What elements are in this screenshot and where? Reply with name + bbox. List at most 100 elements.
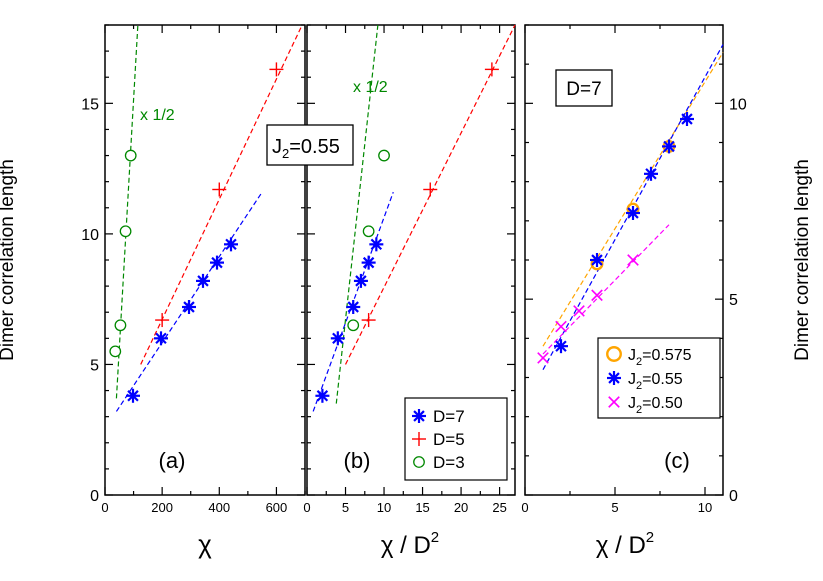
x-tick-label: 0 xyxy=(303,500,310,515)
data-point-d-5 xyxy=(361,313,376,328)
panel-a-ylabel: Dimer correlation length xyxy=(0,159,18,361)
data-point-d-5 xyxy=(484,62,499,77)
panel-b-fit-lines xyxy=(312,24,516,412)
data-point-d-7 xyxy=(196,273,210,288)
y-tick-label: 10 xyxy=(729,96,747,113)
data-point-d-5 xyxy=(212,182,227,197)
legend-marker-d7 xyxy=(412,409,426,423)
legend-marker-j055 xyxy=(607,371,621,385)
x-tick-label: 5 xyxy=(342,500,349,515)
legend-entry-d3: D=3 xyxy=(433,453,465,472)
data-point-d-7 xyxy=(361,255,376,270)
panel-c-frame xyxy=(524,24,724,496)
data-point-d-3 xyxy=(114,319,127,332)
panel-c-legend-markers xyxy=(606,346,622,408)
panel-c-ylabel: Dimer correlation length xyxy=(792,159,813,361)
data-point-d-5 xyxy=(155,313,170,328)
panel-c: 0 5 10 0 5 10 Dimer correlation length χ / D2… xyxy=(521,24,813,559)
data-point-j2-0-55 xyxy=(662,139,676,154)
data-point-j2-0-55 xyxy=(626,206,640,220)
legend-entry-d7: D=7 xyxy=(433,407,465,426)
legend-entry-j0575: J2=0.575 xyxy=(628,347,692,368)
x-tick-label: 0 xyxy=(521,500,528,515)
x-tick-label: 600 xyxy=(266,500,288,515)
panel-a-frame xyxy=(104,24,306,496)
legend-entry-d5: D=5 xyxy=(433,430,465,449)
data-point-j2-0-50 xyxy=(591,289,603,302)
x-tick-label: 20 xyxy=(454,500,468,515)
data-point-d-7 xyxy=(346,300,361,314)
panel-b-legend: D=7 D=5 D=3 xyxy=(404,397,508,481)
data-point-d-7 xyxy=(224,237,238,252)
y-tick-label: 5 xyxy=(729,292,738,309)
x-tick-label: 400 xyxy=(208,500,230,515)
panel-c-label: (c) xyxy=(664,448,690,473)
panel-a-label: (a) xyxy=(159,448,186,473)
legend-entry-j055: J2=0.55 xyxy=(628,371,683,392)
x-tick-label: 10 xyxy=(377,500,391,515)
x-tick-label: 25 xyxy=(492,500,506,515)
legend-marker-d5 xyxy=(412,432,426,446)
legend-marker-j0575 xyxy=(606,346,622,362)
panel-b-ticks: 0 5 10 15 20 25 xyxy=(303,24,515,515)
data-point-j2-0-55 xyxy=(644,166,658,181)
data-point-d-7 xyxy=(154,331,168,346)
panel-c-markers xyxy=(537,112,694,364)
legend-entry-j050: J2=0.50 xyxy=(628,395,683,416)
y-tick-label: 0 xyxy=(90,488,99,505)
panel-b: 0 5 10 15 20 25 χ / D2 (b) x 1/2 J2=0.55 D=7 … xyxy=(266,24,516,559)
data-point-j2-0-55 xyxy=(554,339,568,354)
panel-a-xlabel: χ xyxy=(198,529,212,559)
x-tick-label: 200 xyxy=(151,500,173,515)
x-tick-label: 10 xyxy=(698,500,712,515)
data-point-d-3 xyxy=(119,225,132,238)
d-value-box xyxy=(555,69,613,107)
data-point-j2-0-50 xyxy=(555,320,567,333)
x-tick-label: 0 xyxy=(101,500,108,515)
data-point-d-7 xyxy=(330,331,345,346)
data-point-d-3 xyxy=(124,149,137,162)
x-tick-label: 5 xyxy=(611,500,618,515)
panel-b-markers xyxy=(315,62,499,403)
data-point-d-3 xyxy=(378,149,390,162)
panel-b-xlabel: χ / D2 xyxy=(381,529,439,559)
data-point-j2-0-50 xyxy=(537,352,549,364)
d-value-label: D=7 xyxy=(566,79,601,100)
panel-a: 0 200 400 600 0 5 10 15 Dimer correlation lengt… xyxy=(0,24,306,559)
fit-line-d-5 xyxy=(140,24,303,365)
data-point-j2-0-50 xyxy=(627,254,639,266)
data-point-d-7 xyxy=(210,255,224,270)
j2-value-box xyxy=(266,124,354,166)
j2-value-label: J2=0.55 xyxy=(272,136,340,161)
data-point-d-7 xyxy=(353,273,368,288)
panel-c-legend: J2=0.575 J2=0.55 J2=0.50 xyxy=(597,337,721,419)
data-point-d-7 xyxy=(369,237,384,252)
x-tick-label: 15 xyxy=(415,500,429,515)
panel-b-label: (b) xyxy=(344,448,371,473)
data-point-d-7 xyxy=(315,388,330,403)
fit-line-d-5 xyxy=(344,24,516,365)
panel-a-ticks: 0 200 400 600 0 5 10 15 xyxy=(81,24,306,515)
y-tick-label: 10 xyxy=(81,227,99,244)
panel-c-ticks: 0 5 10 0 5 10 xyxy=(521,24,747,515)
data-point-d-3 xyxy=(347,319,360,332)
panel-b-legend-markers xyxy=(412,409,426,468)
panel-a-scale-note: x 1/2 xyxy=(140,107,175,124)
data-point-j2-0-50 xyxy=(573,305,585,317)
data-point-j2-0-55 xyxy=(680,112,694,126)
data-point-d-3 xyxy=(362,225,375,238)
panel-c-xlabel: χ / D2 xyxy=(596,529,654,559)
panel-a-fit-lines xyxy=(115,24,303,412)
data-point-d-5 xyxy=(423,182,438,197)
data-point-j2-0-55 xyxy=(590,253,604,267)
data-point-d-3 xyxy=(109,345,122,358)
y-tick-label: 15 xyxy=(81,96,99,113)
data-point-d-7 xyxy=(182,300,196,314)
y-tick-label: 0 xyxy=(729,488,738,505)
data-point-d-7 xyxy=(126,388,140,403)
panel-a-markers xyxy=(109,62,284,403)
fit-line-j2-0-575 xyxy=(542,52,724,347)
fit-line-j2-0-50 xyxy=(542,224,670,355)
y-tick-label: 5 xyxy=(90,357,99,374)
